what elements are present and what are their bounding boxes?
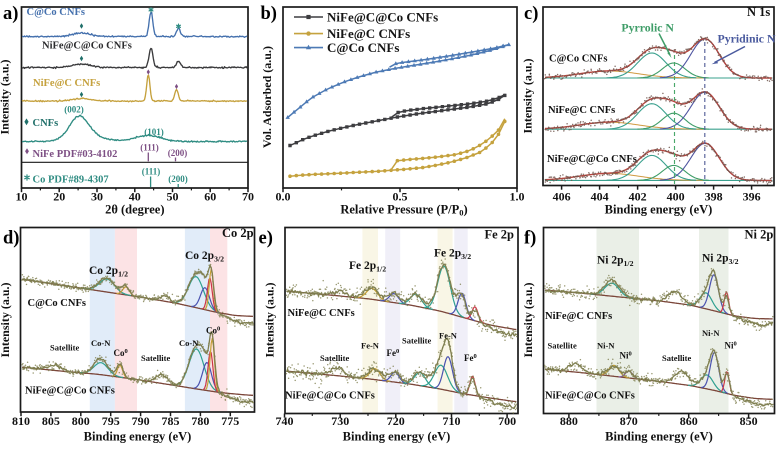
svg-text:Satellite: Satellite bbox=[320, 353, 349, 363]
svg-text:Co PDF#89-4307: Co PDF#89-4307 bbox=[33, 175, 109, 186]
svg-text:Intensity (a.u.): Intensity (a.u.) bbox=[0, 59, 12, 134]
svg-text:730: 730 bbox=[331, 414, 349, 428]
svg-text:860: 860 bbox=[680, 414, 698, 428]
svg-text:720: 720 bbox=[387, 414, 405, 428]
svg-text:Satellite: Satellite bbox=[548, 341, 577, 351]
svg-text:NiFe@C@Co CNFs: NiFe@C@Co CNFs bbox=[42, 40, 132, 51]
svg-text:810: 810 bbox=[12, 414, 30, 428]
svg-text:NiFe@C CNFs: NiFe@C CNFs bbox=[33, 78, 100, 89]
svg-text:Intensity (a.u.): Intensity (a.u.) bbox=[0, 282, 12, 357]
svg-text:(101): (101) bbox=[144, 127, 164, 137]
svg-text:(111): (111) bbox=[140, 143, 159, 153]
svg-text:785: 785 bbox=[162, 414, 180, 428]
svg-text:Co0: Co0 bbox=[206, 325, 220, 335]
svg-text:Intensity (a.u.): Intensity (a.u.) bbox=[521, 282, 535, 357]
svg-text:C@Co CNFs: C@Co CNFs bbox=[327, 40, 399, 55]
svg-text:406: 406 bbox=[553, 190, 571, 204]
svg-text:Satellite: Satellite bbox=[141, 353, 170, 363]
svg-text:NiFe@C CNFs: NiFe@C CNFs bbox=[327, 26, 410, 41]
svg-text:795: 795 bbox=[102, 414, 120, 428]
svg-text:(200): (200) bbox=[168, 174, 188, 184]
svg-text:40: 40 bbox=[129, 190, 141, 204]
svg-text:20: 20 bbox=[53, 190, 65, 204]
svg-text:a): a) bbox=[3, 4, 18, 24]
svg-text:0.5: 0.5 bbox=[393, 190, 408, 204]
svg-text:870: 870 bbox=[620, 414, 638, 428]
svg-text:0.0: 0.0 bbox=[276, 190, 291, 204]
svg-text:NiFe@C@Co CNFs: NiFe@C@Co CNFs bbox=[285, 391, 375, 402]
svg-text:(200): (200) bbox=[168, 148, 188, 158]
svg-text:10: 10 bbox=[16, 190, 28, 204]
svg-text:d): d) bbox=[3, 229, 19, 249]
svg-text:CNFs: CNFs bbox=[33, 118, 59, 129]
svg-text:70: 70 bbox=[242, 190, 254, 204]
svg-text:Binding energy (eV): Binding energy (eV) bbox=[605, 203, 713, 217]
svg-text:Ni-N: Ni-N bbox=[597, 341, 615, 351]
svg-text:Ni-N: Ni-N bbox=[702, 328, 720, 338]
svg-text:800: 800 bbox=[72, 414, 90, 428]
svg-text:Ni0: Ni0 bbox=[620, 350, 632, 360]
svg-text:805: 805 bbox=[42, 414, 60, 428]
svg-text:Pyridinic N: Pyridinic N bbox=[718, 32, 776, 46]
svg-text:C@Co CNFs: C@Co CNFs bbox=[28, 298, 86, 309]
svg-text:c): c) bbox=[524, 4, 538, 24]
svg-text:Binding energy (eV): Binding energy (eV) bbox=[605, 430, 713, 444]
svg-text:Vol. Adsorbed (a.u.): Vol. Adsorbed (a.u.) bbox=[260, 46, 274, 148]
svg-text:Pyrrolic N: Pyrrolic N bbox=[621, 21, 674, 35]
svg-text:NiFe@C@Co CNFs: NiFe@C@Co CNFs bbox=[545, 391, 635, 402]
svg-text:50: 50 bbox=[167, 190, 179, 204]
svg-text:404: 404 bbox=[591, 190, 609, 204]
svg-text:NiFe@C@Co CNFs: NiFe@C@Co CNFs bbox=[25, 386, 115, 397]
svg-text:Fe 2p: Fe 2p bbox=[485, 228, 515, 242]
svg-text:Fe-N: Fe-N bbox=[361, 341, 380, 351]
svg-text:2θ (degree): 2θ (degree) bbox=[105, 203, 164, 217]
svg-text:Intensity (a.u.): Intensity (a.u.) bbox=[521, 58, 535, 133]
svg-text:Ni 2p: Ni 2p bbox=[745, 228, 774, 242]
svg-text:Fe0: Fe0 bbox=[387, 348, 400, 358]
svg-text:30: 30 bbox=[91, 190, 103, 204]
svg-text:Ni0: Ni0 bbox=[725, 340, 737, 350]
svg-text:e): e) bbox=[259, 229, 273, 249]
svg-text:NiFe@C@Co CNFs: NiFe@C@Co CNFs bbox=[547, 154, 637, 165]
svg-text:740: 740 bbox=[276, 414, 294, 428]
svg-text:N 1s: N 1s bbox=[747, 5, 770, 19]
svg-text:398: 398 bbox=[705, 190, 723, 204]
svg-text:Relative Pressure (P/P0): Relative Pressure (P/P0) bbox=[340, 203, 467, 218]
svg-text:f): f) bbox=[524, 229, 536, 249]
svg-text:Satellite: Satellite bbox=[662, 353, 691, 363]
svg-text:60: 60 bbox=[204, 190, 216, 204]
svg-text:700: 700 bbox=[498, 414, 516, 428]
svg-text:(111): (111) bbox=[142, 166, 161, 176]
svg-text:790: 790 bbox=[132, 414, 150, 428]
svg-text:NiFe@C CNFs: NiFe@C CNFs bbox=[545, 311, 612, 322]
svg-text:850: 850 bbox=[740, 414, 758, 428]
svg-text:NiFe@C CNFs: NiFe@C CNFs bbox=[548, 105, 615, 116]
svg-text:Co0: Co0 bbox=[114, 348, 128, 358]
svg-text:Co 2p: Co 2p bbox=[222, 226, 254, 240]
svg-text:775: 775 bbox=[221, 414, 239, 428]
svg-text:880: 880 bbox=[560, 414, 578, 428]
svg-text:396: 396 bbox=[743, 190, 761, 204]
svg-text:Satellite: Satellite bbox=[402, 336, 431, 346]
svg-text:(002): (002) bbox=[64, 105, 84, 115]
svg-text:Binding energy (eV): Binding energy (eV) bbox=[343, 430, 451, 444]
svg-text:NiFe PDF#03-4102: NiFe PDF#03-4102 bbox=[33, 149, 118, 160]
svg-text:Satellite: Satellite bbox=[50, 343, 79, 353]
svg-text:C@Co CNFs: C@Co CNFs bbox=[27, 7, 85, 18]
svg-text:C@Co CNFs: C@Co CNFs bbox=[549, 54, 607, 65]
svg-text:Co-N: Co-N bbox=[179, 338, 199, 348]
svg-text:b): b) bbox=[261, 4, 277, 24]
svg-text:402: 402 bbox=[629, 190, 647, 204]
svg-text:NiFe@C CNFs: NiFe@C CNFs bbox=[288, 308, 355, 319]
svg-text:Intensity (a.u.): Intensity (a.u.) bbox=[263, 282, 277, 357]
svg-text:780: 780 bbox=[191, 414, 209, 428]
svg-text:Binding energy (eV): Binding energy (eV) bbox=[84, 430, 192, 444]
svg-text:400: 400 bbox=[667, 190, 685, 204]
svg-text:Fe0: Fe0 bbox=[464, 353, 477, 363]
svg-text:710: 710 bbox=[443, 414, 461, 428]
svg-text:Co-N: Co-N bbox=[91, 338, 111, 348]
svg-text:Fe-N: Fe-N bbox=[439, 331, 458, 341]
svg-text:NiFe@C@Co CNFs: NiFe@C@Co CNFs bbox=[327, 9, 438, 24]
svg-text:1.0: 1.0 bbox=[510, 190, 525, 204]
